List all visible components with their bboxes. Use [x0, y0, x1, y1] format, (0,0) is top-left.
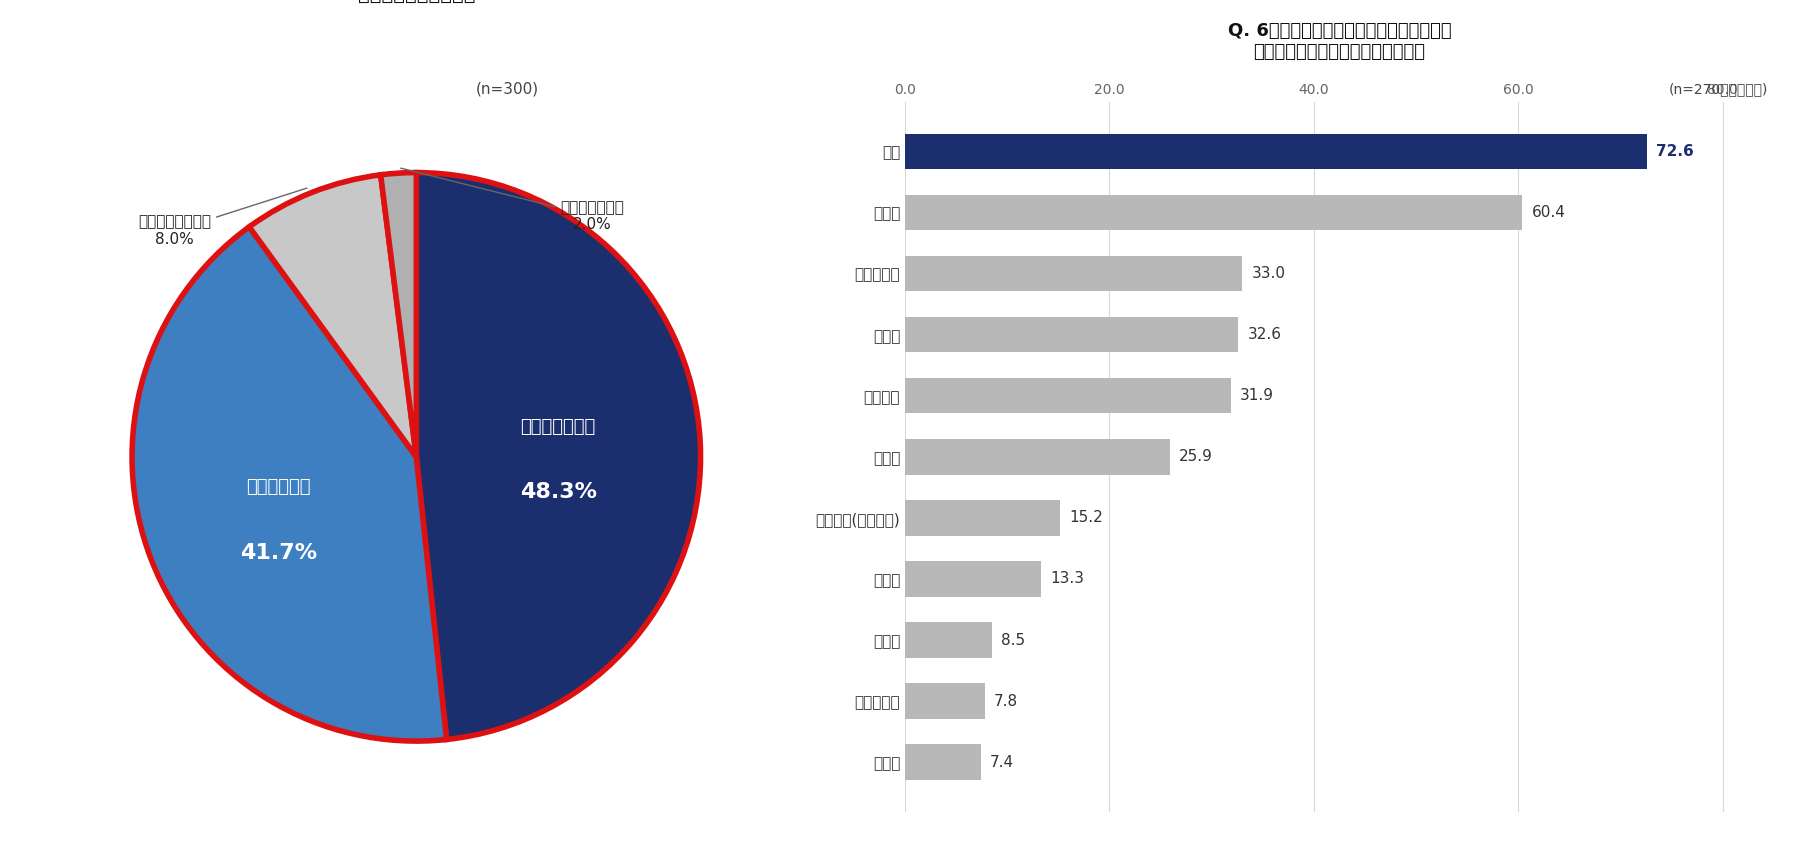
Text: 25.9: 25.9	[1178, 449, 1213, 464]
Bar	[905, 195, 1522, 230]
Text: 7.4: 7.4	[990, 755, 1014, 770]
Title: Q. 6月に予定されている値上げの影響で、
節約を意識しますか？: Q. 6月に予定されている値上げの影響で、 節約を意識しますか？	[295, 0, 538, 3]
Text: 41.7%: 41.7%	[239, 542, 317, 563]
Text: (n=300): (n=300)	[476, 81, 539, 96]
Text: 60.4: 60.4	[1531, 205, 1566, 220]
Wedge shape	[132, 227, 447, 741]
Bar	[905, 500, 1061, 536]
Wedge shape	[380, 173, 416, 457]
Wedge shape	[250, 175, 416, 457]
Text: 7.8: 7.8	[994, 694, 1017, 709]
Bar	[905, 561, 1041, 596]
Text: (n=270、複数回答): (n=270、複数回答)	[1669, 82, 1768, 96]
Bar	[905, 623, 992, 657]
Text: あまり意識しない
8.0%: あまり意識しない 8.0%	[138, 188, 308, 247]
Text: とても意識する: とても意識する	[521, 418, 595, 436]
Text: 13.3: 13.3	[1050, 571, 1084, 586]
Bar	[905, 744, 981, 780]
Text: 全く意識しない
2.0%: 全く意識しない 2.0%	[400, 168, 624, 233]
Text: やや意識する: やや意識する	[246, 478, 311, 497]
Text: 33.0: 33.0	[1251, 266, 1285, 281]
Text: 15.2: 15.2	[1070, 510, 1104, 525]
Bar	[905, 256, 1242, 291]
Text: 32.6: 32.6	[1247, 327, 1281, 343]
Bar	[905, 317, 1238, 353]
Bar	[905, 378, 1231, 414]
Bar	[905, 439, 1169, 475]
Text: 31.9: 31.9	[1240, 388, 1274, 404]
Text: 48.3%: 48.3%	[519, 482, 597, 502]
Title: Q. 6月に予定されている値上げの影響で、
節約を意識する項目はどれですか？: Q. 6月に予定されている値上げの影響で、 節約を意識する項目はどれですか？	[1227, 22, 1452, 61]
Text: 72.6: 72.6	[1656, 144, 1694, 159]
Bar	[905, 684, 985, 719]
Bar	[905, 134, 1647, 169]
Wedge shape	[416, 173, 700, 739]
Text: 8.5: 8.5	[1001, 633, 1024, 647]
